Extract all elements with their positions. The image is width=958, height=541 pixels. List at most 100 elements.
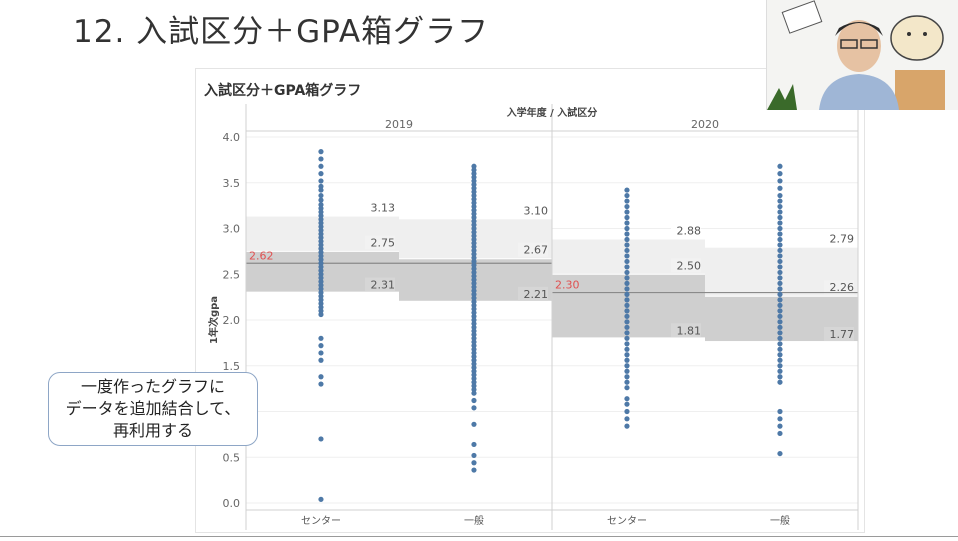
label-bg xyxy=(671,323,701,338)
presenter-image xyxy=(767,0,958,110)
label-bg xyxy=(824,280,854,295)
data-point xyxy=(471,185,477,191)
data-point xyxy=(471,258,477,265)
data-point xyxy=(777,178,783,184)
data-point xyxy=(624,258,630,265)
data-point xyxy=(777,319,783,325)
data-point xyxy=(471,460,477,466)
data-point xyxy=(318,357,324,363)
data-point xyxy=(471,364,477,371)
data-point xyxy=(777,171,783,177)
data-point xyxy=(318,224,324,230)
data-point xyxy=(777,198,783,204)
y-tick-label: 0.0 xyxy=(223,497,241,510)
data-point xyxy=(777,324,783,330)
data-point xyxy=(471,361,477,367)
data-point xyxy=(318,163,324,169)
data-point xyxy=(318,436,324,442)
presenter-webcam xyxy=(766,0,958,110)
data-point xyxy=(471,335,477,341)
data-point xyxy=(624,302,630,308)
data-point xyxy=(624,363,630,369)
data-point xyxy=(471,284,477,290)
box-value-label: 2.75 xyxy=(371,236,396,249)
box-value-label: 3.10 xyxy=(524,204,549,217)
data-point xyxy=(471,383,477,389)
data-point xyxy=(318,149,324,155)
data-point xyxy=(318,242,324,248)
data-point xyxy=(471,379,477,385)
data-point xyxy=(777,330,783,336)
box-value-label: 2.88 xyxy=(677,224,702,237)
data-point xyxy=(471,203,477,210)
callout-note: 一度作ったグラフに データを追加結合して、 再利用する xyxy=(48,372,258,446)
data-point xyxy=(624,247,630,254)
data-point xyxy=(471,240,477,246)
data-point xyxy=(624,187,630,193)
data-point xyxy=(471,313,477,319)
data-point xyxy=(777,368,783,374)
column-header: 入学年度 / 入試区分 xyxy=(507,106,598,119)
data-point xyxy=(318,278,324,285)
data-point xyxy=(318,381,324,387)
data-point xyxy=(471,332,477,338)
data-point xyxy=(624,242,630,248)
data-point xyxy=(471,357,477,363)
data-point xyxy=(624,385,630,391)
data-point xyxy=(624,220,630,226)
data-point xyxy=(471,211,477,217)
data-point xyxy=(777,291,783,297)
data-point xyxy=(471,266,477,272)
mean-label: 2.30 xyxy=(555,279,580,292)
data-point xyxy=(318,205,324,211)
data-point xyxy=(471,339,477,345)
data-point xyxy=(471,441,477,448)
data-point xyxy=(624,236,630,243)
data-point xyxy=(777,346,783,352)
data-point xyxy=(318,156,324,162)
category-tick-label: センター xyxy=(301,515,341,527)
data-point xyxy=(471,375,477,382)
data-point xyxy=(471,273,477,279)
data-point xyxy=(318,220,324,226)
data-point xyxy=(318,343,324,349)
data-point xyxy=(471,222,477,228)
data-point xyxy=(777,374,783,380)
callout-line: データを追加結合して、 xyxy=(65,399,241,418)
label-bg xyxy=(671,258,701,273)
data-point xyxy=(318,209,324,215)
data-point xyxy=(777,341,783,347)
data-point xyxy=(318,293,324,299)
data-point xyxy=(318,238,324,244)
data-point xyxy=(624,269,630,276)
data-point xyxy=(624,286,630,292)
data-point xyxy=(471,354,477,360)
data-point xyxy=(624,408,630,415)
data-point xyxy=(318,183,324,190)
data-point xyxy=(471,421,477,427)
data-point xyxy=(471,171,477,177)
data-point xyxy=(777,258,783,265)
category-tick-label: センター xyxy=(607,515,647,527)
data-point xyxy=(624,275,630,281)
data-point xyxy=(624,368,630,374)
data-point xyxy=(777,430,783,437)
data-point xyxy=(777,423,783,429)
data-point xyxy=(777,416,783,422)
data-point xyxy=(471,255,477,261)
box-value-label: 1.81 xyxy=(677,324,702,337)
data-point xyxy=(318,350,324,356)
data-point xyxy=(624,192,630,199)
label-bg xyxy=(365,235,395,250)
box-value-label: 2.67 xyxy=(524,244,549,257)
data-point xyxy=(318,246,324,252)
data-point xyxy=(318,260,324,266)
y-tick-label: 0.5 xyxy=(223,451,241,464)
data-point xyxy=(471,321,477,327)
data-point xyxy=(318,311,324,318)
box-value-label: 2.26 xyxy=(830,281,855,294)
data-point xyxy=(471,214,477,221)
data-point xyxy=(471,310,477,316)
data-point xyxy=(777,363,783,369)
